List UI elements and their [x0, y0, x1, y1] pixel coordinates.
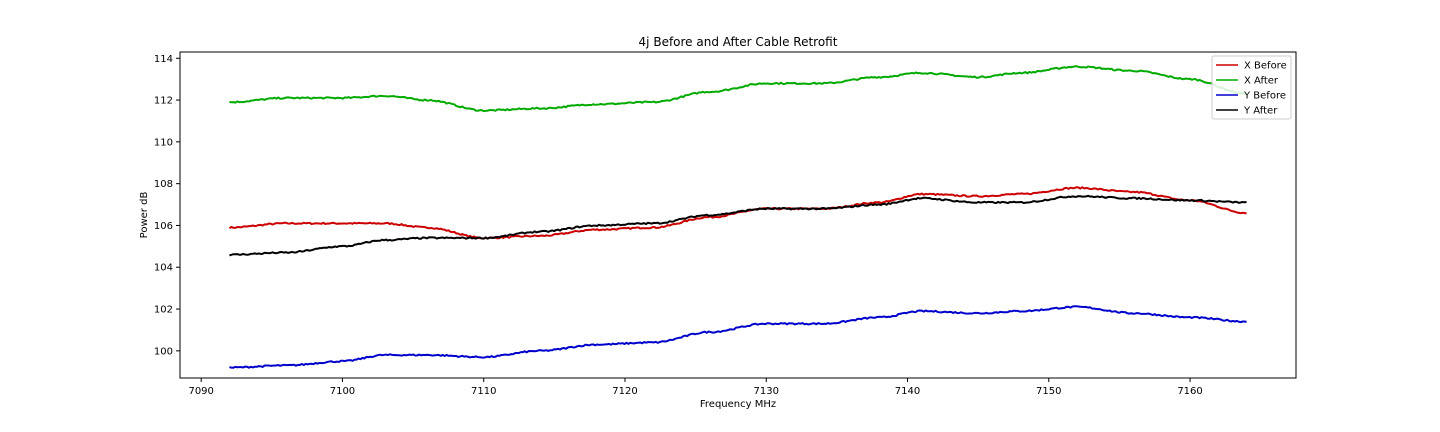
- y-tick-label: 108: [154, 179, 173, 190]
- plot-lines: [228, 65, 1247, 369]
- x-tick-label: 7130: [754, 386, 779, 397]
- plot-frame: [179, 51, 1297, 379]
- x-tick-label: 7110: [471, 386, 496, 397]
- x-tick-label: 7160: [1177, 386, 1202, 397]
- x-tick-label: 7090: [188, 386, 213, 397]
- y-tick-label: 106: [154, 221, 173, 232]
- legend-box: [1211, 55, 1292, 120]
- series-line-4: [229, 194, 1247, 257]
- y-tick-label: 100: [154, 346, 173, 357]
- legend-label: Y After: [1243, 106, 1278, 117]
- x-tick-label: 7150: [1036, 386, 1061, 397]
- x-tick-label: 7120: [612, 386, 637, 397]
- x-axis-label: Frequency MHz: [700, 399, 776, 410]
- y-tick-label: 114: [154, 54, 173, 65]
- series-line-2: [229, 65, 1247, 113]
- y-tick-label: 102: [154, 305, 173, 316]
- series-line-1: [228, 186, 1247, 240]
- x-axis-ticks: 7090 7100 7110 7120 7130 7140 7150 7160: [188, 378, 1203, 397]
- legend-label: Y Before: [1243, 91, 1286, 102]
- y-axis-label: Power dB: [139, 192, 150, 239]
- legend: X Before X After Y Before Y After: [1211, 55, 1292, 120]
- y-tick-label: 110: [154, 137, 173, 148]
- x-tick-label: 7140: [895, 386, 920, 397]
- y-tick-label: 112: [154, 96, 173, 107]
- y-tick-label: 104: [154, 263, 173, 274]
- legend-label: X Before: [1244, 61, 1287, 72]
- series-line-3: [229, 305, 1247, 369]
- y-axis-ticks: 100 102 104 106 108 110 112 114: [154, 54, 180, 357]
- x-tick-label: 7100: [330, 386, 355, 397]
- chart-title: 4j Before and After Cable Retrofit: [639, 35, 838, 49]
- legend-label: X After: [1244, 76, 1279, 87]
